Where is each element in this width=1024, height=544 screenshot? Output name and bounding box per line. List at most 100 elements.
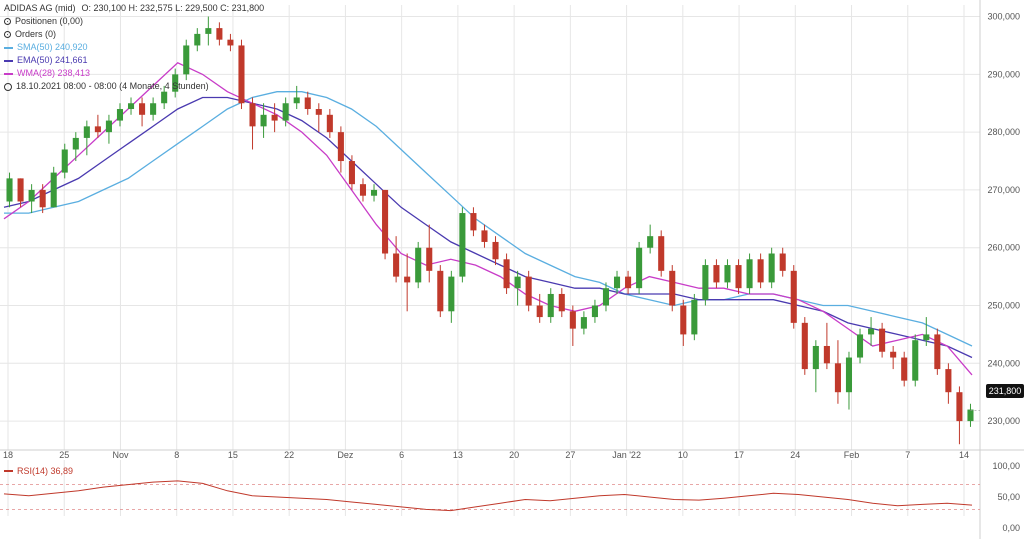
legend-period[interactable]: 18.10.2021 08:00 - 08:00 (4 Monate, 4 St…: [4, 80, 264, 93]
candle-up: [724, 259, 731, 289]
candle-body: [680, 305, 687, 335]
candle-up: [28, 184, 35, 214]
x-tick-label: 7: [905, 450, 910, 460]
candle-down: [525, 270, 532, 312]
candle-down: [801, 317, 808, 375]
candle-down: [249, 97, 256, 150]
candle-down: [680, 299, 687, 346]
candle-body: [459, 213, 466, 277]
y-tick-label: 290,000: [987, 69, 1020, 79]
candle-body: [503, 259, 510, 289]
candle-down: [890, 345, 897, 370]
candle-up: [6, 172, 13, 208]
candle-down: [271, 103, 278, 133]
candle-down: [503, 253, 510, 294]
candle-body: [382, 189, 389, 254]
candle-up: [83, 120, 90, 156]
candle-body: [6, 178, 13, 202]
candle-up: [812, 340, 819, 393]
candle-up: [580, 311, 587, 335]
rsi-legend[interactable]: RSI(14) 36,89: [4, 466, 73, 476]
legend-ema[interactable]: EMA(50) 241,661: [4, 54, 264, 67]
candle-down: [404, 253, 411, 312]
candle-up: [293, 85, 300, 110]
candle-body: [227, 39, 234, 46]
candle-up: [72, 132, 79, 162]
candle-body: [492, 241, 499, 260]
candle-down: [348, 155, 355, 190]
x-tick-label: 8: [174, 450, 179, 460]
candle-up: [448, 270, 455, 323]
candle-up: [172, 68, 179, 98]
candle-up: [116, 103, 124, 127]
candle-body: [404, 276, 411, 283]
candle-body: [967, 409, 974, 422]
candle-body: [359, 184, 367, 196]
candle-body: [426, 247, 433, 271]
candle-body: [779, 253, 786, 271]
rsi-y-tick-label: 100,00: [992, 461, 1020, 471]
candle-up: [746, 253, 753, 294]
candle-down: [569, 305, 576, 346]
y-tick-label: 270,000: [987, 185, 1020, 195]
x-tick-label: 24: [790, 450, 800, 460]
candle-body: [216, 28, 223, 40]
candle-down: [823, 322, 830, 370]
candle-body: [194, 33, 201, 46]
candle-down: [879, 322, 886, 358]
candle-down: [326, 109, 333, 138]
wma-line: [3, 62, 973, 376]
candle-body: [282, 103, 289, 121]
candle-body: [901, 357, 908, 381]
candle-body: [536, 305, 543, 318]
candle-up: [260, 103, 267, 138]
legend-wma[interactable]: WMA(28) 238,413: [4, 67, 264, 80]
instrument-title: ADIDAS AG (mid): [4, 3, 76, 13]
candle-up: [923, 317, 930, 346]
target-icon: [4, 31, 11, 38]
candle-body: [304, 97, 311, 110]
candle-body: [72, 137, 79, 150]
y-tick-label: 280,000: [987, 127, 1020, 137]
candle-down: [956, 386, 963, 445]
x-tick-label: 18: [3, 450, 13, 460]
legend-sma[interactable]: SMA(50) 240,920: [4, 41, 264, 54]
candle-up: [183, 39, 190, 81]
candle-down: [934, 328, 941, 375]
sma-swatch-icon: [4, 46, 13, 49]
candle-body: [525, 276, 532, 306]
period-label: 18.10.2021 08:00 - 08:00 (4 Monate, 4 St…: [16, 81, 209, 91]
candle-body: [448, 276, 455, 312]
candle-down: [658, 230, 665, 277]
candle-body: [801, 322, 808, 370]
candle-body: [348, 161, 355, 185]
candle-up: [647, 224, 654, 254]
candle-body: [735, 265, 742, 289]
candle-down: [492, 236, 499, 266]
candle-body: [790, 270, 797, 323]
candle-body: [83, 126, 90, 138]
x-tick-label: 25: [59, 450, 69, 460]
ema-line: [3, 96, 973, 359]
legend-positions[interactable]: Positionen (0,00): [4, 15, 264, 28]
rsi-line: [3, 480, 973, 512]
clock-icon: [4, 82, 12, 91]
x-tick-label: 27: [565, 450, 575, 460]
candle-down: [216, 22, 223, 46]
candle-body: [127, 103, 135, 110]
candle-down: [17, 178, 24, 208]
rsi-swatch-icon: [4, 470, 13, 472]
legend-orders[interactable]: Orders (0): [4, 28, 264, 41]
candle-up: [161, 85, 168, 110]
candle-up: [845, 351, 853, 410]
candle-body: [470, 213, 477, 231]
candle-body: [613, 276, 621, 289]
candle-down: [315, 103, 322, 133]
candle-body: [757, 259, 764, 283]
x-tick-label: Dez: [337, 450, 354, 460]
wma-label: WMA(28) 238,413: [17, 68, 91, 78]
y-tick-label: 260,000: [987, 243, 1020, 253]
candle-body: [912, 340, 919, 381]
candle-down: [393, 236, 400, 283]
